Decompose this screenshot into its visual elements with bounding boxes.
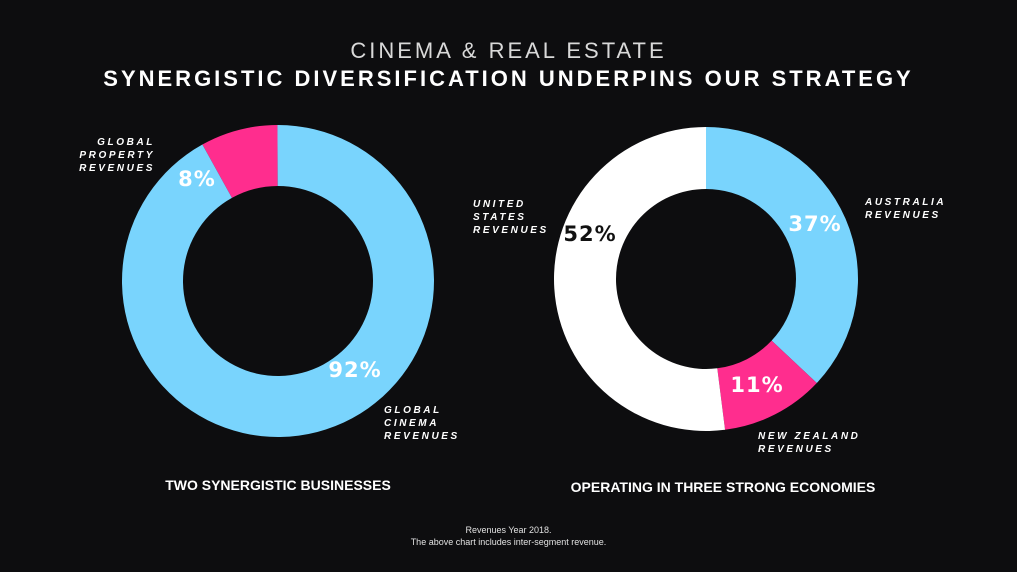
slice-value-label-1-2: 52%: [563, 222, 616, 246]
slice-label-new-zealand: NEW ZEALAND REVENUES: [758, 431, 861, 455]
chart-caption-business: TWO SYNERGISTIC BUSINESSES: [165, 477, 391, 493]
donut-chart-economies: 37% 11% 52%: [554, 127, 858, 431]
slice-value-label-0-1: 92%: [328, 358, 381, 382]
donut-chart-business: 8% 92%: [121, 125, 434, 438]
footnote-year: Revenues Year 2018.: [465, 525, 552, 535]
supertitle: CINEMA & REAL ESTATE: [350, 38, 667, 63]
page-title: SYNERGISTIC DIVERSIFICATION UNDERPINS OU…: [103, 66, 914, 91]
slice-label-australia: AUSTRALIA REVENUES: [865, 197, 947, 221]
chart-caption-economies: OPERATING IN THREE STRONG ECONOMIES: [570, 479, 876, 495]
slice-value-label-1-0: 37%: [788, 212, 841, 236]
slice-value-label-1-1: 11%: [730, 373, 783, 397]
donut-slice-1-1: [717, 340, 817, 430]
donut-slice-1-2: [554, 127, 726, 431]
donut-slice-0-0: [202, 125, 278, 198]
donut-slice-1-0: [706, 127, 858, 384]
slice-label-global-cinema: GLOBAL CINEMA REVENUES: [384, 405, 460, 442]
slice-label-global-property: GLOBAL PROPERTY REVENUES: [79, 137, 155, 174]
slice-value-label-0-0: 8%: [178, 167, 216, 191]
footnote-note: The above chart includes inter-segment r…: [410, 537, 607, 547]
donut-slice-0-1: [121, 125, 434, 438]
slice-label-united-states: UNITED STATES REVENUES: [473, 199, 549, 236]
